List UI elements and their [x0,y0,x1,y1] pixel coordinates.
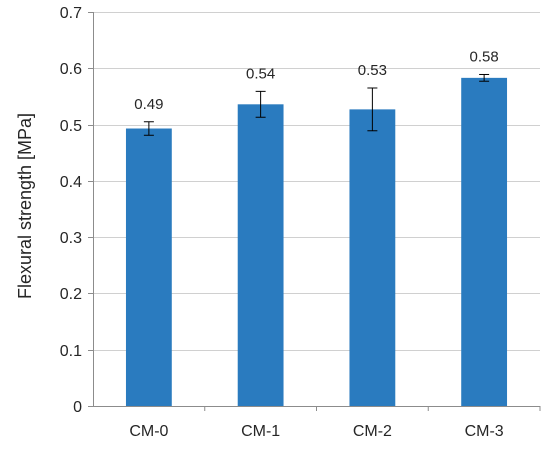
y-tick-label: 0.1 [60,343,82,360]
bar-cm-0 [125,128,172,407]
y-tick-labels: 0 0.1 0.2 0.3 0.4 0.5 0.6 0.7 [60,5,82,416]
data-label: 0.58 [470,48,499,65]
y-tick-label: 0 [73,399,82,416]
data-label: 0.49 [134,96,163,113]
data-labels: 0.49 0.54 0.53 0.58 [134,48,498,112]
data-label: 0.53 [358,62,387,79]
x-tick-label: CM-2 [353,423,392,440]
bar-cm-3 [461,77,508,407]
bars [125,77,508,407]
x-tick-labels: CM-0 CM-1 CM-2 CM-3 [129,406,541,440]
y-tick-label: 0.4 [60,174,82,191]
bar-cm-2 [349,109,396,407]
x-tick-label: CM-0 [129,423,168,440]
y-tick-label: 0.6 [60,61,82,78]
y-tick-label: 0.2 [60,286,82,303]
x-tick-label: CM-3 [465,423,504,440]
data-label: 0.54 [246,65,275,82]
x-tick-label: CM-1 [241,423,280,440]
bar-cm-1 [237,104,284,407]
y-tick-label: 0.3 [60,230,82,247]
y-tick-label: 0.5 [60,118,82,135]
error-bars [143,73,490,136]
y-axis-title: Flexural strength [MPa] [15,113,35,299]
y-tick-label: 0.7 [60,5,82,22]
